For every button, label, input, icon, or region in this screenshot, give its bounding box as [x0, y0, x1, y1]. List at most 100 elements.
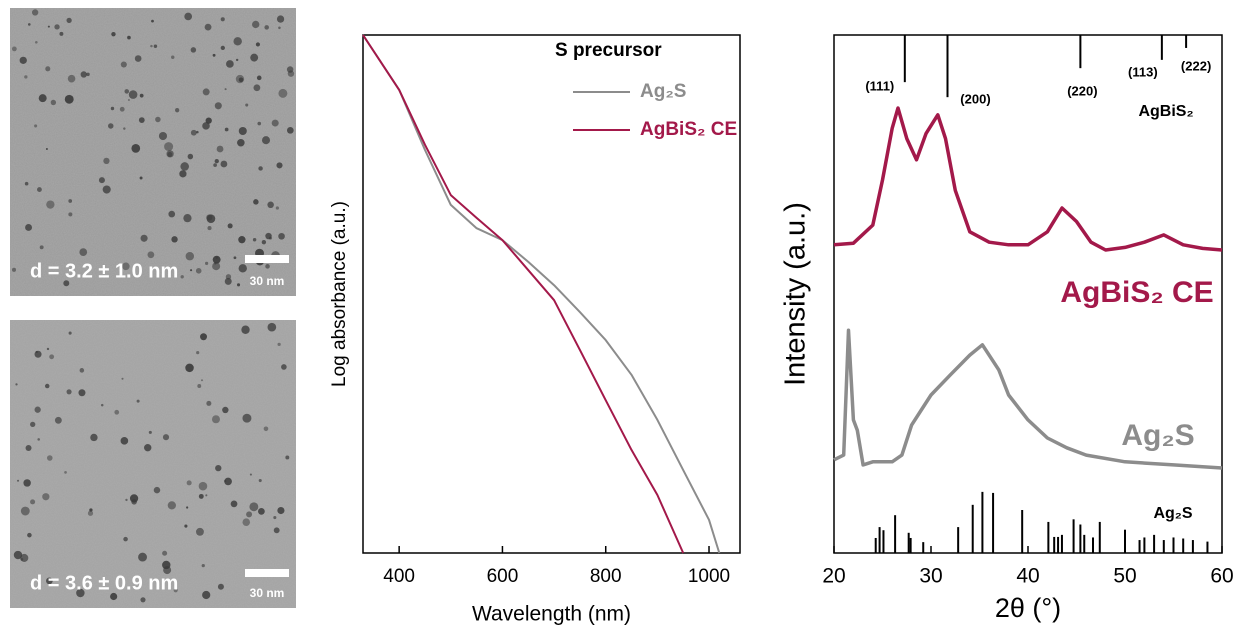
- particle: [174, 108, 180, 113]
- particle: [253, 84, 261, 92]
- particle: [148, 430, 152, 434]
- particle: [54, 416, 62, 424]
- particle: [233, 256, 237, 260]
- particle: [184, 12, 193, 21]
- particle: [76, 588, 85, 598]
- particle: [252, 238, 257, 242]
- particle: [224, 477, 232, 486]
- particle: [111, 31, 116, 37]
- plot-frame: [362, 34, 741, 554]
- particle: [212, 53, 216, 57]
- particle: [242, 518, 251, 526]
- particle: [46, 577, 53, 585]
- particle: [90, 433, 98, 442]
- particle: [166, 150, 174, 158]
- particle: [277, 506, 285, 515]
- particle: [125, 498, 128, 502]
- particle: [34, 124, 38, 128]
- particle: [20, 506, 30, 516]
- particle: [258, 166, 263, 171]
- particle: [190, 129, 197, 136]
- particle: [114, 409, 120, 415]
- series-line: [833, 106, 1223, 252]
- particle: [187, 153, 194, 160]
- x-tick-label: 50: [1113, 565, 1136, 588]
- particle: [196, 527, 204, 536]
- particle: [158, 131, 168, 141]
- particle: [257, 121, 262, 126]
- x-tick-label: 20: [822, 565, 845, 588]
- particle: [214, 159, 219, 164]
- particle: [34, 406, 41, 413]
- legend-label: AgBiS₂ CE: [640, 119, 737, 140]
- particle: [87, 510, 94, 516]
- series-line: [362, 34, 721, 554]
- particle: [46, 200, 55, 209]
- particle: [249, 502, 259, 512]
- particle: [278, 232, 285, 240]
- particle: [25, 445, 32, 452]
- particle: [256, 75, 262, 81]
- particle: [261, 239, 267, 245]
- particle: [162, 560, 171, 570]
- particle: [264, 25, 269, 30]
- particle: [224, 127, 229, 132]
- particle: [281, 364, 287, 370]
- particle: [140, 597, 146, 603]
- x-tick-label: 1000: [688, 566, 730, 587]
- particle: [224, 88, 227, 91]
- particle: [206, 214, 213, 221]
- particle: [180, 275, 184, 279]
- particle: [15, 383, 18, 386]
- particle: [119, 106, 125, 112]
- particle: [204, 23, 212, 31]
- particle: [245, 103, 249, 107]
- particle: [252, 20, 260, 29]
- particle: [205, 117, 212, 124]
- particle: [42, 493, 50, 501]
- particle: [38, 94, 47, 103]
- particle: [185, 363, 194, 373]
- particle: [277, 342, 281, 346]
- particle: [212, 255, 221, 264]
- particle: [120, 437, 129, 445]
- particle: [66, 17, 72, 23]
- particle: [134, 55, 142, 62]
- hkl-label: (200): [960, 91, 990, 106]
- particle: [198, 493, 204, 499]
- scale-bar: [245, 255, 289, 263]
- particle: [45, 66, 51, 72]
- particle: [202, 590, 211, 600]
- x-tick-label: 600: [487, 566, 519, 587]
- x-tick-label: 400: [383, 566, 415, 587]
- particle: [258, 478, 262, 483]
- particle: [153, 44, 158, 48]
- particle: [79, 248, 88, 256]
- particle: [127, 35, 131, 40]
- particle: [233, 37, 242, 46]
- particle: [200, 333, 207, 341]
- particle: [230, 500, 238, 508]
- particle: [68, 199, 73, 203]
- particle: [216, 145, 224, 153]
- size-caption: d = 3.2 ± 1.0 nm: [30, 260, 178, 282]
- particle: [207, 226, 212, 231]
- particle: [139, 176, 143, 180]
- particle: [164, 142, 174, 152]
- particle: [122, 262, 130, 271]
- scale-bar: [245, 569, 289, 577]
- particle: [20, 553, 29, 562]
- particle: [66, 389, 72, 395]
- particle: [47, 25, 50, 28]
- particle: [186, 506, 189, 509]
- particle: [151, 19, 154, 23]
- particle: [215, 464, 222, 472]
- series-label: Ag₂S: [1121, 419, 1194, 452]
- particle: [220, 160, 228, 168]
- particle: [263, 426, 269, 432]
- particle: [110, 106, 115, 111]
- reference-label: Ag₂S: [1153, 505, 1192, 522]
- tem-image-2: d = 3.6 ± 0.9 nm 30 nm: [10, 320, 296, 608]
- particle: [196, 350, 200, 355]
- particle: [39, 245, 44, 250]
